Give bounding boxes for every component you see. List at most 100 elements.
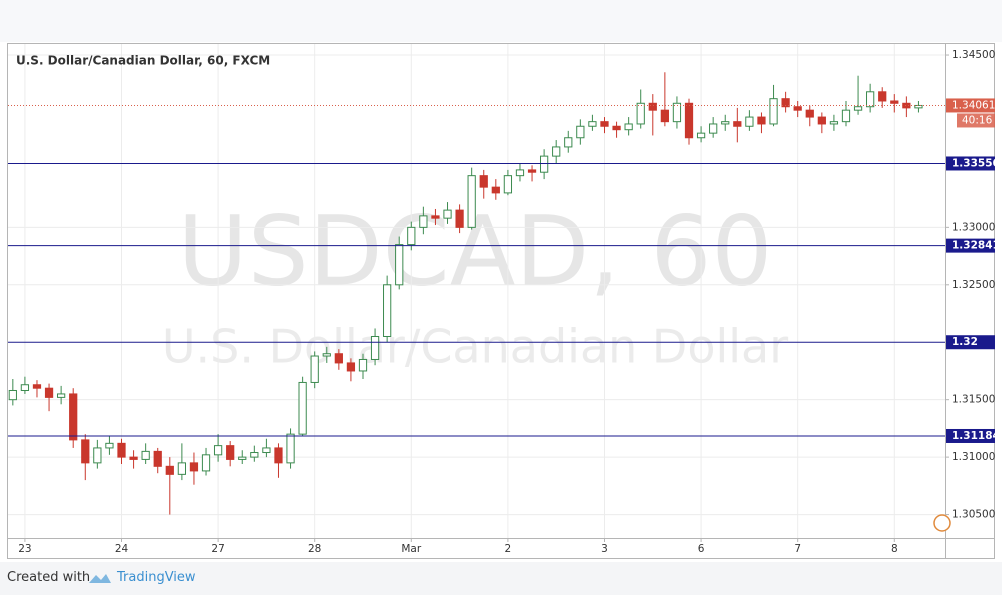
candle-body (44, 387, 54, 398)
x-tick-label: 3 (601, 543, 608, 555)
candle-body (539, 155, 549, 173)
toolbar-strip (0, 0, 1002, 42)
brand-icon (89, 574, 111, 583)
candle-body (769, 98, 778, 125)
candle-body (298, 381, 307, 435)
candle-body (878, 91, 887, 102)
x-tick-label: 7 (794, 543, 801, 555)
candle-body (358, 358, 368, 372)
candle-body (781, 98, 790, 108)
candle-body (455, 209, 464, 228)
x-tick-label: Mar (401, 543, 421, 555)
last-price-box (946, 98, 995, 113)
candle-body (32, 384, 42, 389)
level-label: 1.32 (952, 336, 978, 348)
candle-body (346, 362, 356, 372)
candle-body (189, 462, 199, 472)
candle-body (552, 146, 561, 157)
candle-body (515, 169, 525, 177)
candle-body (588, 121, 597, 127)
candle-body (286, 433, 295, 464)
y-tick-label: 1.32500 (952, 279, 995, 291)
candle-body (491, 186, 500, 194)
y-tick-label: 1.31500 (952, 394, 995, 406)
candle-body (443, 209, 452, 219)
candle-body (105, 442, 114, 449)
x-tick-label: 28 (308, 543, 321, 555)
level-label-box (946, 335, 995, 350)
footer: Created with TradingView (0, 562, 1002, 595)
candle-body (503, 175, 513, 194)
candle-body (274, 447, 283, 464)
candle-body (93, 447, 102, 464)
candle-body (310, 355, 319, 383)
candle-body (672, 102, 682, 123)
level-label-box (946, 156, 995, 171)
candle-body (600, 121, 609, 127)
candle-body (721, 121, 730, 125)
candle-body (8, 389, 17, 401)
x-tick-label: 8 (891, 543, 898, 555)
candle-body (20, 384, 30, 391)
footer-brand[interactable]: TradingView (117, 570, 196, 585)
candle-body (576, 125, 585, 139)
candle-body (201, 454, 211, 472)
candle-body (684, 102, 694, 139)
candle-body (853, 106, 863, 111)
level-label-box (946, 238, 995, 253)
candle-body (612, 125, 621, 131)
candle-body (407, 226, 416, 246)
candle-body (238, 456, 247, 460)
candle-body (81, 439, 90, 464)
candle-body (117, 442, 126, 458)
candle-body (709, 123, 718, 134)
candle-body (262, 447, 271, 454)
candle-body (914, 104, 923, 109)
last-price-label: 1.34061 (952, 99, 995, 111)
candle-body (527, 169, 537, 173)
candle-body (153, 450, 162, 467)
y-tick-label: 1.30500 (952, 509, 995, 521)
candle-body (467, 175, 476, 228)
candle-body (564, 137, 573, 148)
candle-body (419, 215, 428, 228)
candle-body (817, 116, 826, 125)
candle-body (129, 456, 138, 460)
y-tick-label: 1.34500 (952, 49, 995, 61)
y-tick-label: 1.31000 (952, 451, 995, 463)
x-tick-label: 6 (698, 543, 705, 555)
candle-body (696, 132, 706, 139)
footer-created: Created with (7, 570, 91, 585)
candle-body (213, 445, 223, 456)
x-tick-label: 24 (115, 543, 129, 555)
level-label: 1.32841 (952, 240, 1000, 252)
candle-body (141, 450, 150, 460)
candle-body (793, 106, 802, 111)
watermark-subtitle: U.S. Dollar/Canadian Dollar (162, 320, 788, 374)
candle-body (829, 121, 839, 125)
chart-title: U.S. Dollar/Canadian Dollar, 60, FXCM (16, 54, 270, 68)
level-label: 1.31184 (952, 430, 1000, 442)
candle-body (624, 123, 633, 131)
countdown-box (957, 113, 995, 128)
candle-body (648, 102, 657, 111)
candle-body (69, 393, 78, 441)
candle-body (165, 465, 174, 475)
candle-body (370, 335, 380, 360)
candle-body (226, 445, 235, 460)
candle-body (745, 116, 754, 127)
candle-body (395, 244, 404, 286)
chart: USDCAD, 60 U.S. Dollar/Canadian Dollar U… (7, 43, 1000, 559)
logo-badge (933, 514, 951, 532)
candle-body (841, 109, 851, 123)
level-label-box (946, 428, 995, 443)
candle-body (866, 91, 875, 108)
countdown-label: 40:16 (962, 114, 993, 126)
candle-body (757, 116, 766, 125)
candle-body (733, 121, 742, 127)
candle-body (479, 175, 488, 188)
candle-body (57, 393, 66, 398)
candle-body (636, 102, 645, 125)
level-label: 1.33556 (952, 157, 1000, 169)
